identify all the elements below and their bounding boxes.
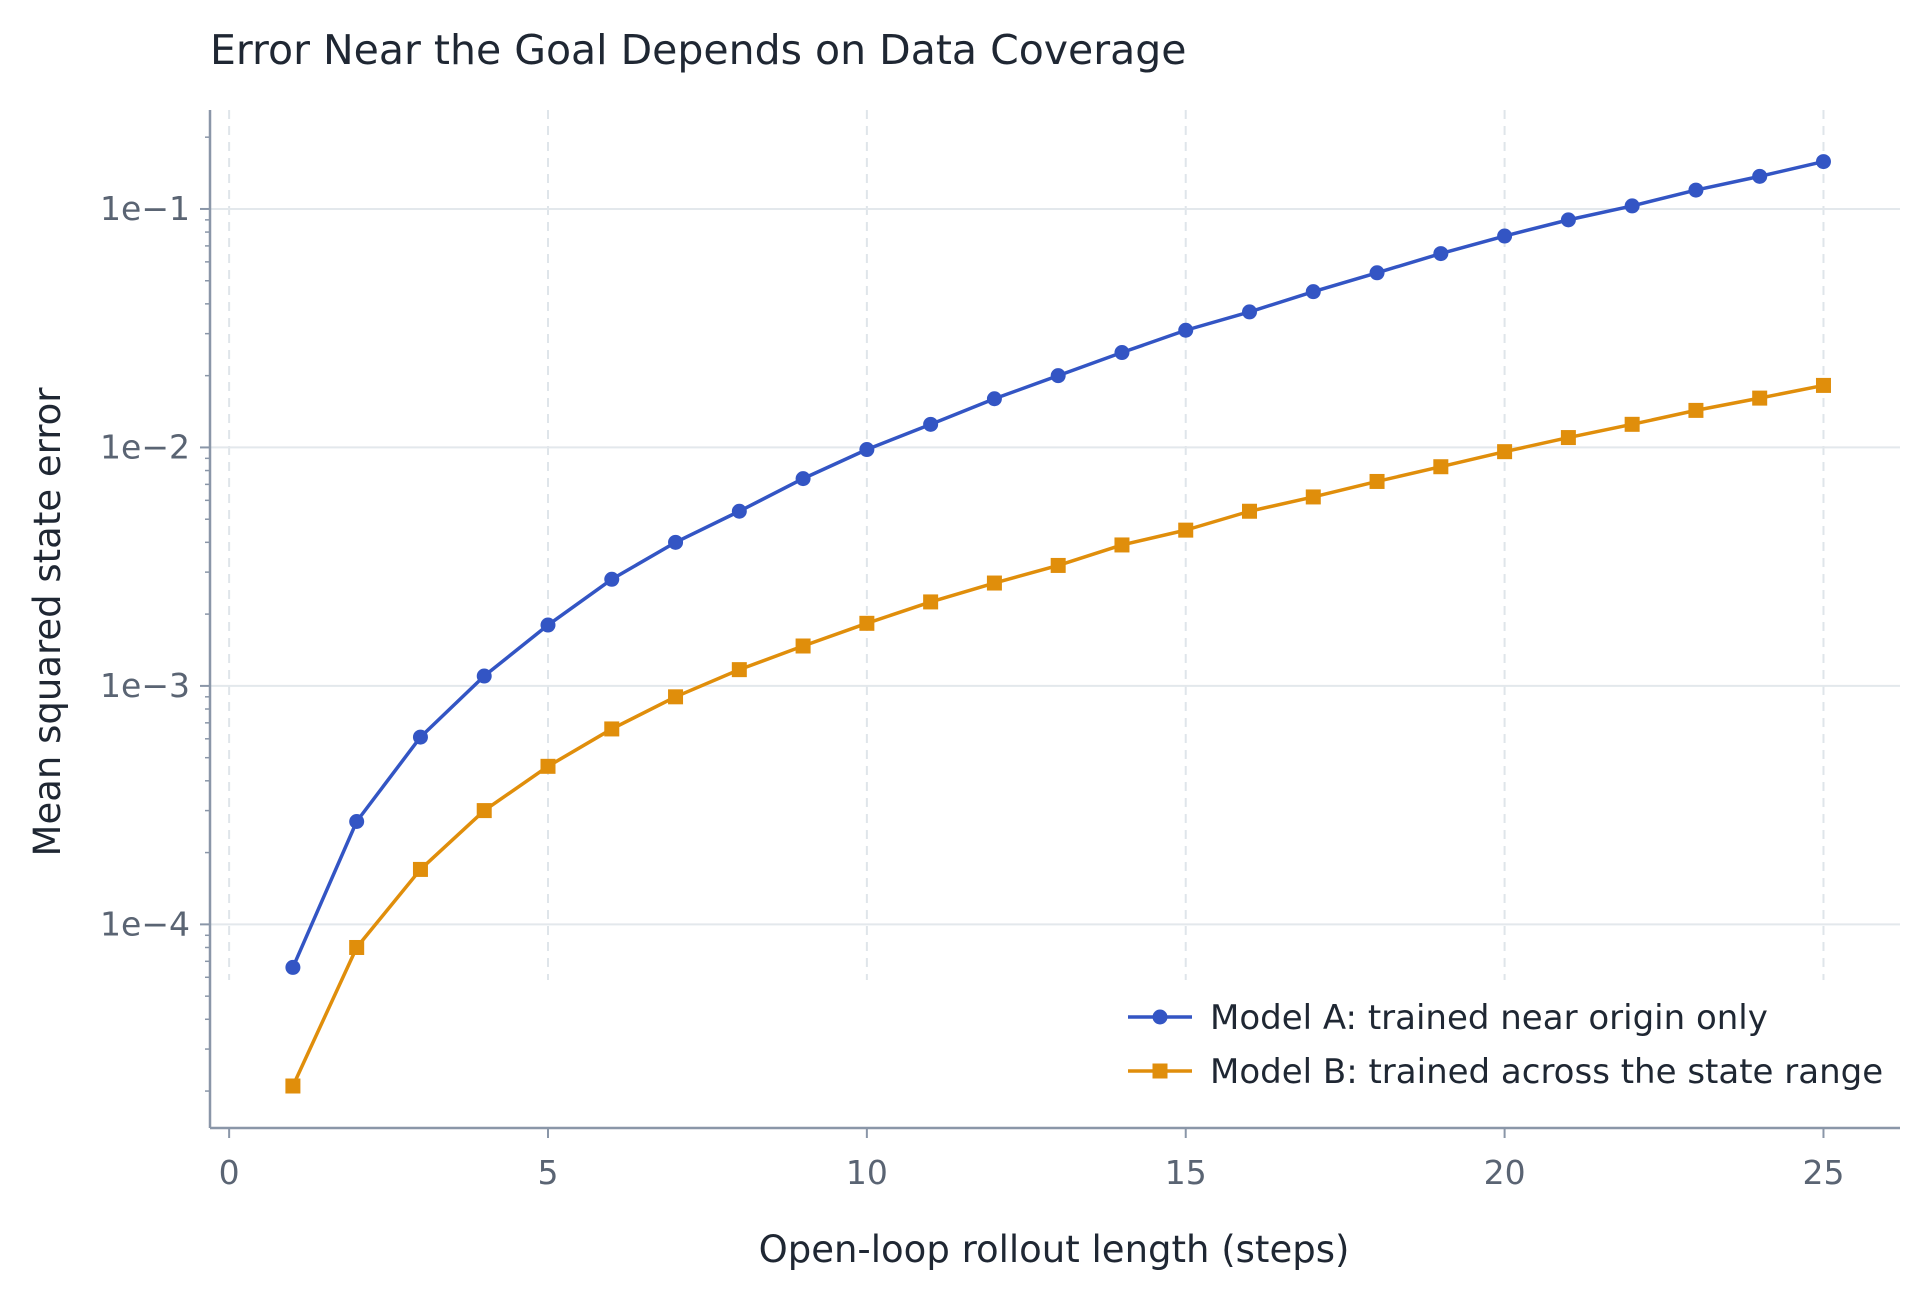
data-point [285, 959, 301, 975]
data-point [1178, 522, 1194, 538]
x-tick-label: 5 [538, 1153, 559, 1192]
data-point [412, 861, 428, 877]
x-tick-label: 20 [1484, 1153, 1526, 1192]
data-point [859, 615, 875, 631]
series-line [291, 383, 1824, 1087]
data-point [731, 503, 747, 519]
data-point [1497, 228, 1513, 244]
data-point [349, 814, 365, 830]
data-point [1305, 489, 1321, 505]
data-point [923, 416, 939, 432]
data-point [795, 638, 811, 654]
data-point [476, 668, 492, 684]
series-model-a [285, 154, 1831, 975]
data-point [604, 571, 620, 587]
x-tick-label: 10 [846, 1153, 888, 1192]
data-point [285, 1078, 301, 1094]
data-point [1242, 503, 1258, 519]
data-point [349, 939, 365, 955]
data-point [1752, 390, 1768, 406]
data-point [795, 471, 811, 487]
data-point [1752, 168, 1768, 184]
legend: Model A: trained near origin only Model B… [1128, 998, 1883, 1092]
data-point [1688, 182, 1704, 198]
data-point [1178, 322, 1194, 338]
legend-label: Model B: trained across the state range [1210, 1052, 1883, 1092]
legend-marker [1152, 1009, 1168, 1025]
y-tick-label: 1e−1 [100, 189, 190, 228]
data-point [923, 594, 939, 610]
data-point [476, 803, 492, 819]
x-tick-label: 15 [1165, 1153, 1207, 1192]
data-point [1305, 284, 1321, 300]
data-point [1369, 265, 1385, 281]
data-point [668, 689, 684, 705]
data-point [859, 442, 875, 458]
data-point [668, 534, 684, 550]
legend-marker [1152, 1063, 1168, 1079]
data-point [1050, 368, 1066, 384]
chart-title: Error Near the Goal Depends on Data Cove… [210, 26, 1187, 74]
data-point [1433, 246, 1449, 262]
data-point [1497, 444, 1513, 460]
data-point [1688, 402, 1704, 418]
data-point [1624, 416, 1640, 432]
data-point [540, 758, 556, 774]
x-axis-label: Open-loop rollout length (steps) [759, 1228, 1350, 1271]
data-point [412, 729, 428, 745]
grid [210, 110, 1900, 980]
y-axis-label: Mean squared state error [26, 387, 69, 857]
data-point [986, 575, 1002, 591]
x-tick-label: 25 [1802, 1153, 1844, 1192]
x-tick-label: 0 [219, 1153, 240, 1192]
data-point [1050, 557, 1066, 573]
data-point [986, 391, 1002, 407]
data-point [731, 662, 747, 678]
axes: 0 5 10 15 20 25 1e−4 1e−3 1e−2 1e−1 [100, 110, 1900, 1192]
y-tick-label: 1e−2 [100, 427, 190, 466]
data-point [1815, 377, 1831, 393]
series-model-b [285, 377, 1831, 1094]
data-point [1560, 430, 1576, 446]
data-point [1815, 154, 1831, 170]
data-point [1369, 473, 1385, 489]
data-point [604, 721, 620, 737]
data-point [540, 617, 556, 633]
data-point [1433, 459, 1449, 475]
data-point [1114, 345, 1130, 361]
y-tick-label: 1e−4 [100, 904, 190, 943]
data-point [1242, 304, 1258, 320]
series-group [285, 154, 1831, 1094]
legend-label: Model A: trained near origin only [1210, 998, 1768, 1038]
data-point [1114, 537, 1130, 553]
y-tick-label: 1e−3 [100, 666, 190, 705]
data-point [1560, 212, 1576, 228]
data-point [1624, 198, 1640, 214]
